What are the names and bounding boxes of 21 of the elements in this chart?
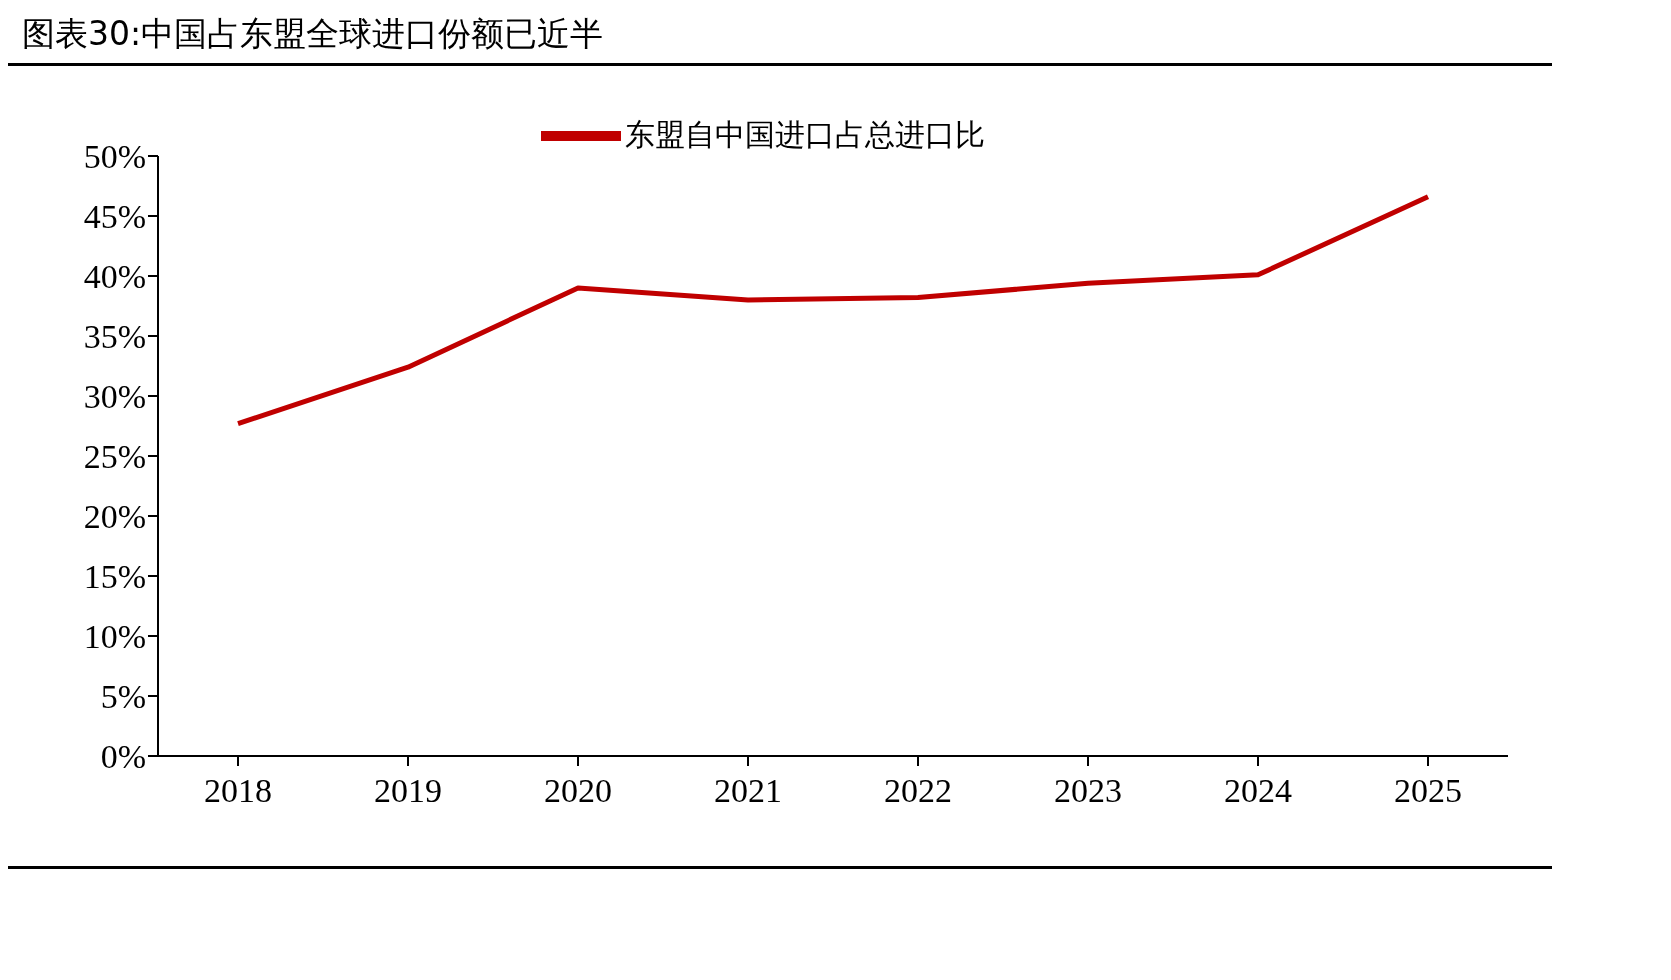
y-tick-label: 10%	[83, 618, 146, 656]
x-tick-label: 2019	[374, 772, 442, 810]
x-tick-label: 2023	[1054, 772, 1122, 810]
y-tick-label: 5%	[100, 678, 146, 716]
y-tick-label: 40%	[83, 258, 146, 296]
chart-title: 图表30:中国占东盟全球进口份额已近半	[8, 8, 1552, 66]
legend-label: 东盟自中国进口占总进口比	[625, 116, 985, 152]
x-tick-label: 2025	[1394, 772, 1462, 810]
y-tick-label: 30%	[83, 378, 146, 416]
x-tick-label: 2024	[1224, 772, 1292, 810]
y-tick-label: 50%	[83, 138, 146, 176]
y-tick-label: 20%	[83, 498, 146, 536]
x-tick-label: 2021	[714, 772, 782, 810]
x-tick-label: 2018	[204, 772, 272, 810]
y-tick-label: 45%	[83, 198, 146, 236]
x-tick-label: 2022	[884, 772, 952, 810]
y-tick-label: 0%	[100, 738, 146, 776]
x-tick-label: 2020	[544, 772, 612, 810]
y-tick-label: 35%	[83, 318, 146, 356]
y-tick-label: 15%	[83, 558, 146, 596]
y-tick-label: 25%	[83, 438, 146, 476]
